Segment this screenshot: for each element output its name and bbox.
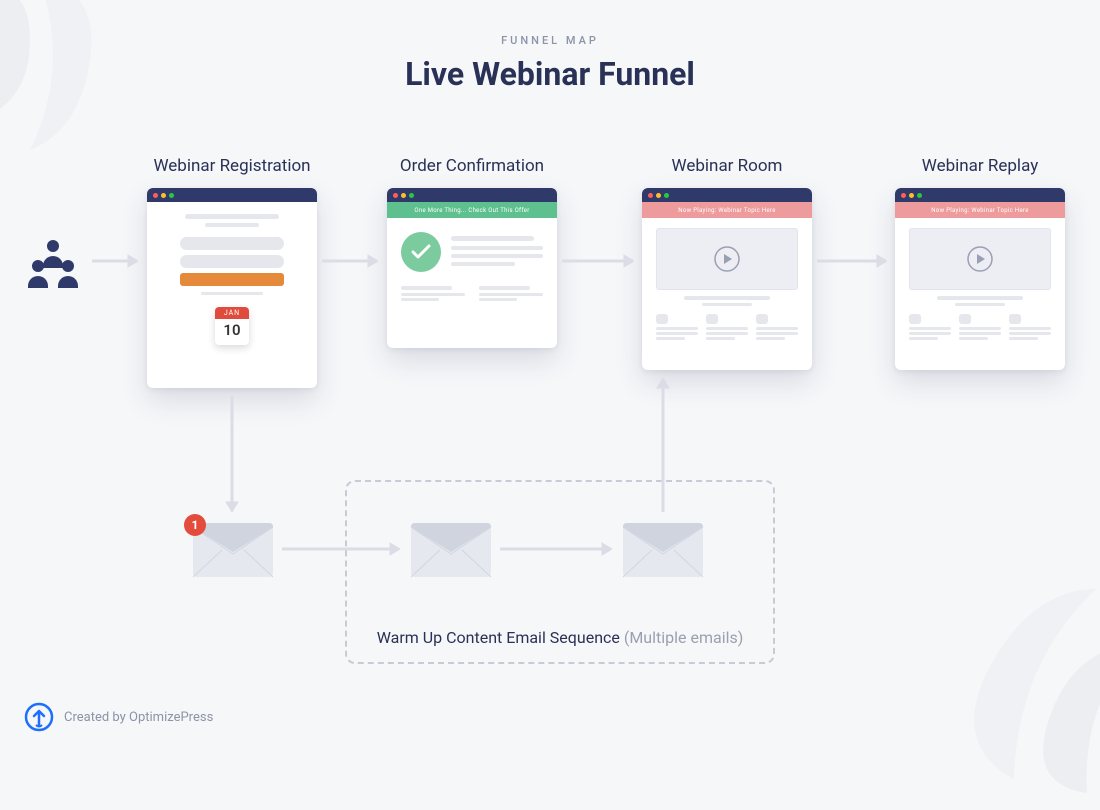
notification-badge: 1 [184, 514, 206, 536]
replay-banner: Now Playing: Webinar Topic Here [895, 202, 1065, 218]
window-titlebar [147, 188, 317, 202]
browser-confirmation: One More Thing... Check Out This Offer [387, 188, 557, 348]
play-icon [967, 246, 993, 272]
node-label-room: Webinar Room [627, 156, 827, 176]
video-player [909, 228, 1051, 290]
envelope-icon [622, 522, 704, 578]
browser-room: Now Playing: Webinar Topic Here [642, 188, 812, 370]
checkmark-icon [401, 232, 441, 276]
node-label-replay: Webinar Replay [880, 156, 1080, 176]
arrow-icon [92, 254, 138, 268]
calendar-icon: JAN 10 [215, 307, 249, 345]
footer: Created by OptimizePress [24, 702, 213, 732]
window-titlebar [642, 188, 812, 202]
diagram-canvas: Webinar Registration Order Confirmation … [0, 0, 1100, 752]
browser-replay: Now Playing: Webinar Topic Here [895, 188, 1065, 370]
arrow-icon [322, 254, 378, 268]
email-sequence-label: Warm Up Content Email Sequence (Multiple… [330, 628, 790, 647]
decorative-leaf-icon [908, 534, 1100, 809]
arrow-icon [225, 396, 239, 512]
logo-icon [24, 702, 54, 732]
video-player [656, 228, 798, 290]
browser-registration: JAN 10 [147, 188, 317, 388]
footer-text: Created by OptimizePress [64, 710, 213, 725]
arrow-icon [500, 542, 612, 556]
node-label-registration: Webinar Registration [132, 156, 332, 176]
room-banner: Now Playing: Webinar Topic Here [642, 202, 812, 218]
envelope-icon: 1 [192, 522, 274, 578]
arrow-icon [817, 254, 887, 268]
envelope-icon [410, 522, 492, 578]
audience-icon [26, 236, 80, 290]
arrow-icon [656, 378, 670, 512]
play-icon [714, 246, 740, 272]
window-titlebar [387, 188, 557, 202]
arrow-icon [282, 542, 400, 556]
arrow-icon [562, 254, 634, 268]
decorative-leaf-icon [0, 0, 130, 160]
confirmation-banner: One More Thing... Check Out This Offer [387, 202, 557, 218]
window-titlebar [895, 188, 1065, 202]
node-label-confirmation: Order Confirmation [372, 156, 572, 176]
